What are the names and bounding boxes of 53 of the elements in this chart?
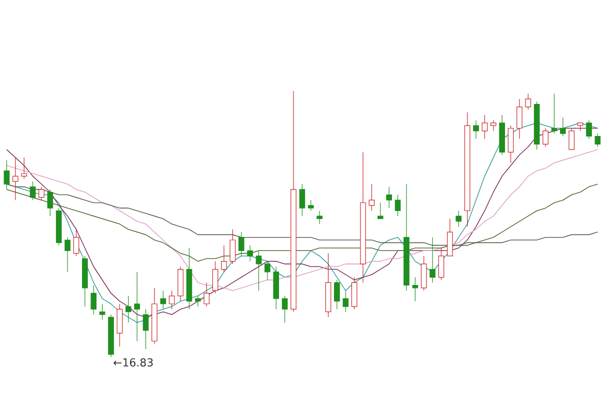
text: ←16.83 bbox=[114, 358, 153, 367]
candlestick bbox=[473, 120, 479, 140]
candlestick bbox=[12, 157, 18, 200]
candlestick bbox=[30, 181, 36, 200]
candlestick bbox=[508, 125, 514, 164]
candlestick bbox=[204, 282, 210, 307]
candlestick bbox=[586, 120, 592, 140]
candlestick bbox=[256, 250, 262, 291]
candlestick bbox=[21, 157, 27, 180]
candlestick bbox=[377, 202, 384, 220]
candlestick bbox=[456, 210, 462, 228]
candlestick bbox=[194, 296, 201, 307]
candlestick bbox=[447, 218, 453, 256]
candlestick bbox=[334, 280, 340, 310]
candlestick bbox=[221, 245, 227, 272]
candlestick bbox=[47, 189, 54, 216]
candlestick bbox=[351, 276, 358, 310]
candlestick bbox=[412, 276, 418, 302]
candlestick bbox=[238, 232, 244, 256]
candlestick bbox=[342, 290, 349, 312]
candlestick bbox=[420, 256, 427, 291]
candlestick bbox=[394, 194, 401, 216]
candlestick bbox=[160, 290, 166, 310]
candlestick bbox=[168, 290, 175, 310]
candlestick bbox=[99, 304, 106, 320]
candlestick bbox=[560, 117, 566, 137]
candlestick bbox=[516, 98, 522, 140]
candlestick bbox=[316, 210, 322, 224]
candlestick bbox=[134, 272, 140, 342]
candlestick bbox=[116, 304, 123, 347]
candlestick bbox=[247, 245, 253, 262]
candlestick bbox=[299, 184, 306, 216]
candlestick bbox=[542, 128, 548, 148]
candlestick bbox=[282, 296, 288, 323]
candlestick bbox=[125, 296, 132, 323]
candlestick bbox=[4, 160, 10, 190]
candlestick bbox=[142, 308, 149, 350]
candlestick bbox=[438, 248, 444, 280]
candlestick bbox=[90, 284, 97, 315]
candlestick bbox=[64, 237, 70, 272]
candlestick bbox=[212, 261, 218, 294]
candlestick bbox=[430, 237, 436, 283]
candlestick bbox=[386, 186, 392, 208]
candlestick bbox=[73, 229, 80, 256]
candlestick bbox=[525, 93, 532, 110]
candlestick bbox=[264, 261, 270, 280]
candlestick bbox=[482, 114, 488, 140]
candlestick bbox=[594, 133, 601, 148]
candlestick bbox=[490, 120, 496, 132]
candlestick bbox=[308, 200, 314, 212]
candlestick bbox=[230, 229, 236, 264]
candlestick bbox=[38, 186, 44, 200]
candlestick bbox=[568, 128, 574, 150]
